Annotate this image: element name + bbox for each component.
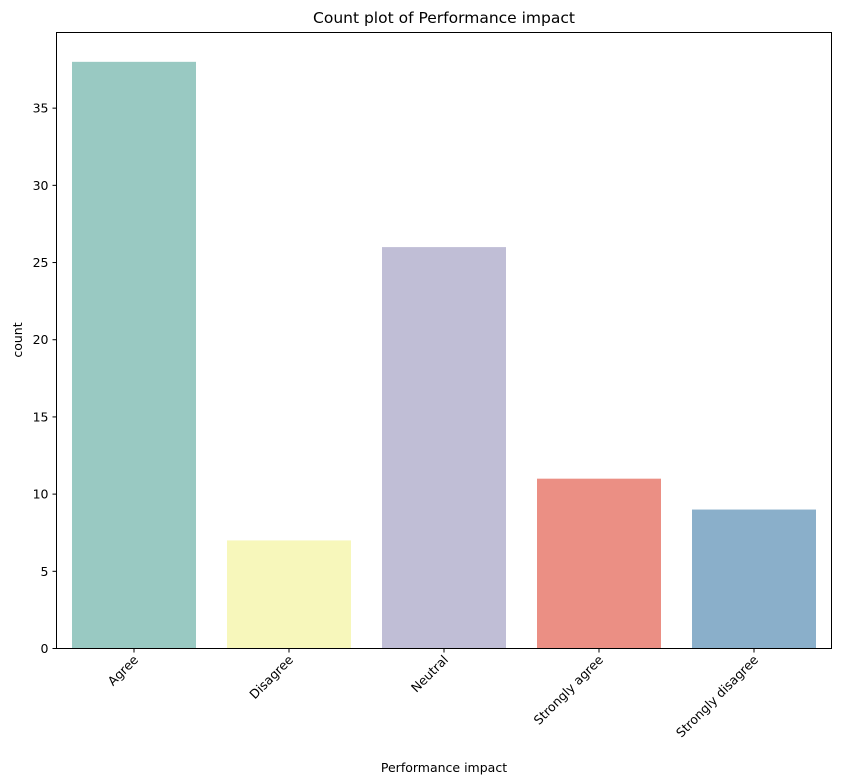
bar-disagree <box>227 540 351 649</box>
bar-strongly-agree <box>537 478 661 649</box>
bar-neutral <box>382 247 506 649</box>
y-tick-label: 15 <box>33 409 49 424</box>
x-tick-label: Agree <box>105 652 142 689</box>
y-tick-label: 35 <box>33 101 49 116</box>
x-axis: Agree Disagree Neutral Strongly agree Strong… <box>105 648 761 740</box>
bars-group <box>72 61 816 649</box>
y-tick-label: 10 <box>33 487 49 502</box>
y-tick-label: 20 <box>33 332 49 347</box>
y-axis-label: count <box>10 322 25 357</box>
bar-agree <box>72 61 196 649</box>
x-tick-label: Neutral <box>408 652 451 695</box>
y-axis: 0 5 10 15 20 25 30 35 <box>33 101 57 656</box>
x-tick-label: Strongly disagree <box>673 652 761 740</box>
bar-strongly-disagree <box>692 509 816 649</box>
y-tick-label: 5 <box>41 564 49 579</box>
chart-title: Count plot of Performance impact <box>313 9 575 27</box>
x-axis-label: Performance impact <box>381 760 507 775</box>
x-tick-label: Strongly agree <box>531 652 607 728</box>
x-tick-label: Disagree <box>246 652 296 702</box>
y-tick-label: 0 <box>41 641 49 656</box>
y-tick-label: 25 <box>33 255 49 270</box>
y-tick-label: 30 <box>33 178 49 193</box>
